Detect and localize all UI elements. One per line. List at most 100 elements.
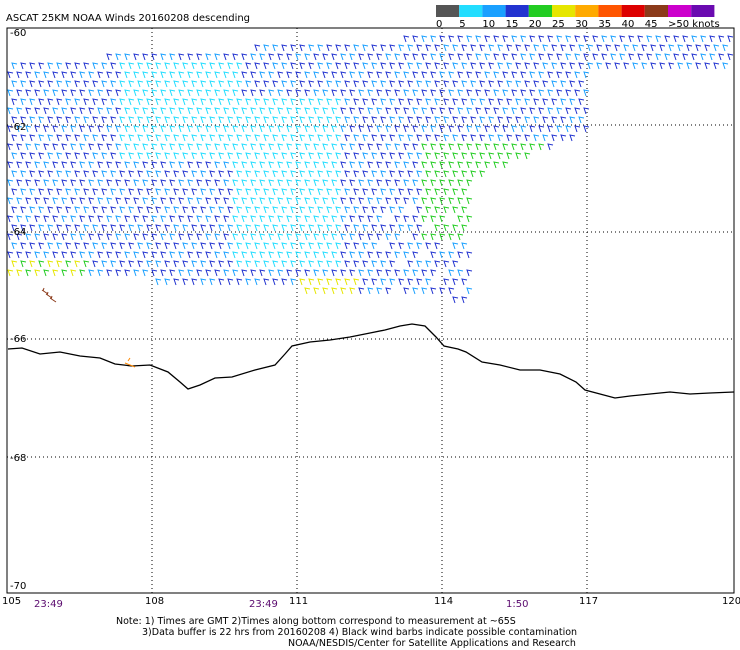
wind-barb [295, 161, 302, 169]
wind-barb [227, 152, 234, 160]
wind-barb [133, 251, 140, 259]
wind-barb [38, 224, 45, 232]
wind-barb [187, 233, 194, 241]
wind-barb [416, 152, 423, 160]
wind-barb [200, 152, 207, 160]
wind-barb [709, 53, 716, 61]
wind-barb [434, 170, 441, 178]
wind-barb [443, 134, 450, 142]
wind-barb [344, 98, 351, 106]
wind-barb [457, 89, 464, 97]
wind-barb [367, 233, 374, 241]
wind-barb [119, 242, 126, 250]
wind-barb [551, 98, 558, 106]
wind-barb [727, 53, 734, 61]
wind-barb [497, 152, 504, 160]
wind-barb [484, 89, 491, 97]
wind-barb [133, 89, 140, 97]
wind-barb [425, 134, 432, 142]
wind-barb [583, 125, 590, 133]
wind-barb [164, 98, 171, 106]
wind-barb [457, 107, 464, 115]
wind-barb [250, 125, 257, 133]
wind-barb [385, 143, 392, 151]
wind-barb [326, 80, 333, 88]
wind-barb [452, 62, 459, 70]
wind-barb [556, 71, 563, 79]
wind-barb [470, 116, 477, 124]
wind-barb [43, 197, 50, 205]
wind-barb [272, 152, 279, 160]
wind-barb [506, 80, 513, 88]
wind-barb [475, 107, 482, 115]
wind-barb [304, 215, 311, 223]
wind-barb [718, 53, 725, 61]
wind-barb [308, 188, 315, 196]
wind-barb [205, 269, 212, 277]
wind-barb [358, 125, 365, 133]
wind-barb [448, 179, 455, 187]
wind-barb [151, 215, 158, 223]
wind-barb [313, 89, 320, 97]
wind-barb [259, 53, 266, 61]
wind-barb [196, 53, 203, 61]
wind-barb [394, 125, 401, 133]
wind-barb [169, 71, 176, 79]
wind-barb [650, 62, 657, 70]
wind-barb [452, 170, 459, 178]
wind-barb [317, 80, 324, 88]
wind-barb [272, 260, 279, 268]
wind-barb [322, 215, 329, 223]
wind-barb [412, 53, 419, 61]
wind-barb [484, 35, 491, 43]
wind-barb [335, 152, 342, 160]
wind-barb [92, 62, 99, 70]
wind-barb [164, 278, 171, 286]
wind-barb [227, 188, 234, 196]
wind-barb [358, 161, 365, 169]
wind-barb [146, 188, 153, 196]
wind-barb [416, 188, 423, 196]
wind-barb [11, 260, 18, 268]
wind-barb [578, 44, 585, 52]
wind-barb [214, 161, 221, 169]
wind-barb [628, 53, 635, 61]
wind-barb [137, 260, 144, 268]
wind-barb [214, 215, 221, 223]
wind-barb [542, 134, 549, 142]
wind-barb [29, 242, 36, 250]
wind-barb [83, 62, 90, 70]
wind-barb [128, 188, 135, 196]
wind-barb [682, 53, 689, 61]
wind-barb [218, 278, 225, 286]
wind-barb [20, 134, 27, 142]
wind-barb [142, 53, 149, 61]
wind-barb [340, 179, 347, 187]
wind-barb [434, 188, 441, 196]
wind-barb [173, 170, 180, 178]
wind-barb [52, 71, 59, 79]
wind-barb [268, 125, 275, 133]
wind-barb [79, 179, 86, 187]
wind-barb [106, 179, 113, 187]
wind-barb [119, 62, 126, 70]
wind-barb [331, 161, 338, 169]
wind-barb [97, 179, 104, 187]
wind-barb [281, 152, 288, 160]
wind-barb [488, 98, 495, 106]
wind-barb [389, 170, 396, 178]
wind-barb [403, 53, 410, 61]
wind-barb [74, 62, 81, 70]
legend-label: >50 knots [668, 19, 720, 30]
wind-barb [704, 44, 711, 52]
wind-barb [317, 260, 324, 268]
wind-barb [637, 35, 644, 43]
wind-barb [322, 287, 329, 295]
wind-barb [470, 62, 477, 70]
wind-barb [394, 215, 401, 223]
wind-barb [484, 143, 491, 151]
wind-barb [299, 224, 306, 232]
wind-barb [74, 170, 81, 178]
wind-barb [497, 44, 504, 52]
wind-barb [196, 215, 203, 223]
